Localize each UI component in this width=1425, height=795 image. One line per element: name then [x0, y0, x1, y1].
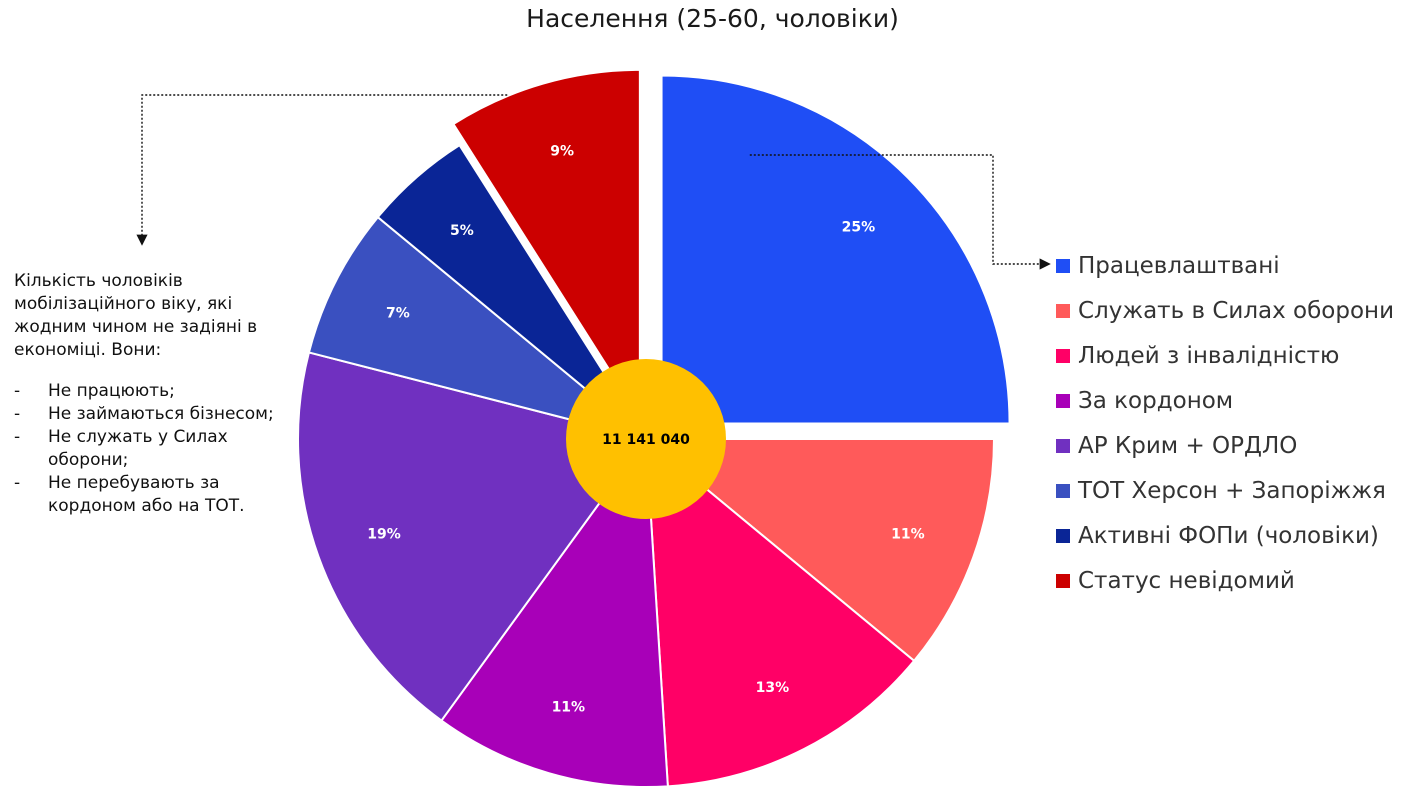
- slice-value-label: 13%: [756, 680, 790, 696]
- legend-item: Служать в Силах оборони: [1056, 288, 1394, 333]
- note-item-text: Не працюють;: [48, 381, 175, 401]
- legend-item: ТОТ Херсон + Запоріжжя: [1056, 468, 1394, 513]
- pie-slice-1: [660, 74, 1011, 425]
- pie-slice-8: [452, 68, 641, 422]
- note-item: - Не займаються бізнесом;: [14, 403, 304, 426]
- slice-value-label: 7%: [386, 306, 410, 322]
- note-item: - Не перебувають за кордоном або на ТОТ.: [14, 472, 304, 518]
- legend-swatch: [1056, 438, 1070, 453]
- legend-label: За кордоном: [1078, 387, 1234, 414]
- pie-slice-3: [644, 436, 916, 788]
- legend-item: Статус невідомий: [1056, 558, 1394, 603]
- note-bullet: -: [14, 473, 21, 493]
- legend-swatch: [1056, 528, 1070, 543]
- legend-swatch: [1056, 393, 1070, 408]
- legend-label: Статус невідомий: [1078, 567, 1295, 594]
- legend-item: АР Крим + ОРДЛО: [1056, 423, 1394, 468]
- pie-slice-4: [440, 436, 669, 788]
- legend-swatch: [1056, 348, 1070, 363]
- connector-employed: [749, 154, 1051, 270]
- note-item: - Не служать у Силах оборони;: [14, 426, 304, 472]
- legend-item: За кордоном: [1056, 378, 1394, 423]
- legend-item: Людей з інвалідністю: [1056, 333, 1394, 378]
- slice-value-label: 19%: [367, 526, 401, 542]
- pie-slice-6: [307, 215, 647, 440]
- center-total-label: 11 141 040: [602, 432, 690, 448]
- note-bullet: -: [14, 404, 21, 424]
- pie-slice-2: [643, 438, 996, 663]
- legend-label: ТОТ Херсон + Запоріжжя: [1078, 477, 1386, 504]
- note-intro: Кількість чоловіків мобілізаційного віку…: [14, 271, 258, 360]
- note-bullet: -: [14, 427, 21, 447]
- note-item-text: Не займаються бізнесом;: [48, 404, 274, 424]
- legend-swatch: [1056, 573, 1070, 588]
- note-item: - Не працюють;: [14, 380, 304, 403]
- legend-swatch: [1056, 303, 1070, 318]
- chart-legend: Працевлаштвані Служать в Силах оборони Л…: [1056, 243, 1394, 603]
- legend-item: Працевлаштвані: [1056, 243, 1394, 288]
- legend-swatch: [1056, 258, 1070, 273]
- slice-value-label: 11%: [552, 699, 586, 715]
- legend-label: Активні ФОПи (чоловіки): [1078, 522, 1379, 549]
- legend-item: Активні ФОПи (чоловіки): [1056, 513, 1394, 558]
- legend-label: Працевлаштвані: [1078, 252, 1280, 279]
- note-item-text: Не служать у Силах оборони;: [48, 427, 228, 470]
- legend-swatch: [1056, 483, 1070, 498]
- legend-label: АР Крим + ОРДЛО: [1078, 432, 1298, 459]
- slice-value-label: 9%: [550, 144, 574, 160]
- annotation-note: Кількість чоловіків мобілізаційного віку…: [14, 270, 304, 518]
- pie-slice-7: [376, 143, 647, 440]
- connector-unknown-status: [136, 94, 508, 246]
- legend-label: Служать в Силах оборони: [1078, 297, 1395, 324]
- note-bullet: -: [14, 381, 21, 401]
- slice-value-label: 11%: [891, 526, 925, 542]
- pie-slice-5: [297, 351, 648, 722]
- note-item-text: Не перебувають за кордоном або на ТОТ.: [48, 473, 245, 516]
- chart-title: Населення (25-60, чоловіки): [526, 4, 899, 33]
- center-total-circle: [566, 359, 726, 519]
- note-list: - Не працюють; - Не займаються бізнесом; -…: [14, 380, 304, 518]
- legend-label: Людей з інвалідністю: [1078, 342, 1340, 369]
- slice-value-label: 5%: [450, 223, 474, 239]
- slice-value-label: 25%: [842, 220, 876, 236]
